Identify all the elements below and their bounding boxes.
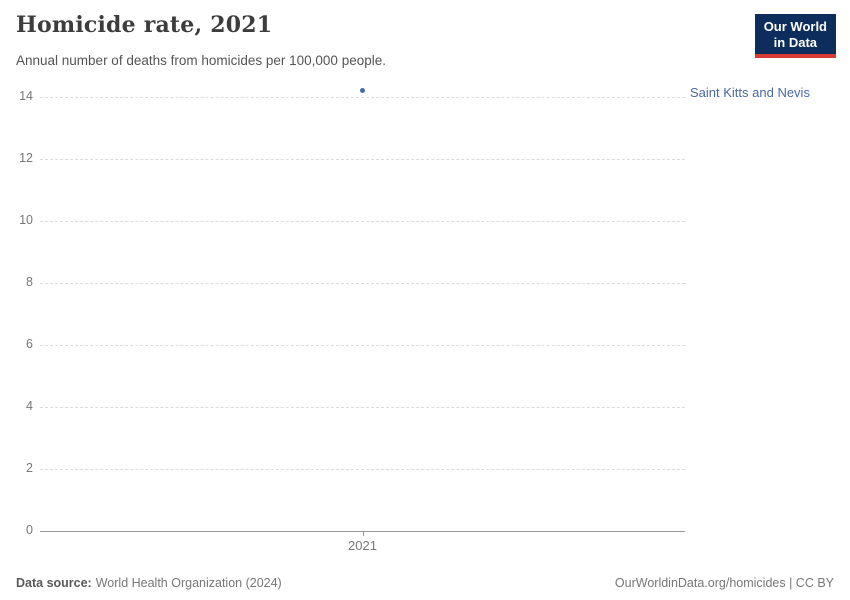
gridline: [40, 159, 685, 160]
x-tick-mark: [362, 531, 364, 536]
y-tick-label: 0: [26, 523, 33, 537]
gridline: [40, 345, 685, 346]
owid-logo-line1: Our World: [763, 19, 827, 34]
y-tick-label: 6: [26, 337, 33, 351]
gridline: [40, 407, 685, 408]
y-tick-label: 10: [19, 213, 33, 227]
gridline: [40, 97, 685, 98]
data-point[interactable]: [360, 88, 365, 94]
owid-logo[interactable]: Our World in Data: [754, 14, 836, 59]
credit-link[interactable]: OurWorldinData.org/homicides | CC BY: [614, 576, 834, 590]
x-tick-label: 2021: [348, 538, 377, 553]
y-tick-label: 12: [19, 151, 33, 165]
gridline: [40, 283, 685, 284]
chart-subtitle: Annual number of deaths from homicides p…: [16, 53, 386, 68]
data-source: Data source: World Health Organization (2…: [16, 576, 282, 590]
gridline: [40, 469, 685, 470]
chart-footer: Data source: World Health Organization (2…: [16, 576, 834, 590]
data-source-value: World Health Organization (2024): [95, 576, 282, 590]
chart-title: Homicide rate, 2021: [16, 12, 273, 38]
y-tick-label: 2: [26, 461, 33, 475]
owid-logo-line2: in Data: [773, 34, 818, 50]
y-tick-label: 4: [26, 399, 33, 413]
data-source-label: Data source:: [16, 576, 92, 590]
y-tick-label: 8: [26, 275, 33, 289]
gridline: [40, 221, 685, 222]
entity-label[interactable]: Saint Kitts and Nevis: [690, 84, 810, 100]
y-tick-label: 14: [19, 89, 33, 103]
